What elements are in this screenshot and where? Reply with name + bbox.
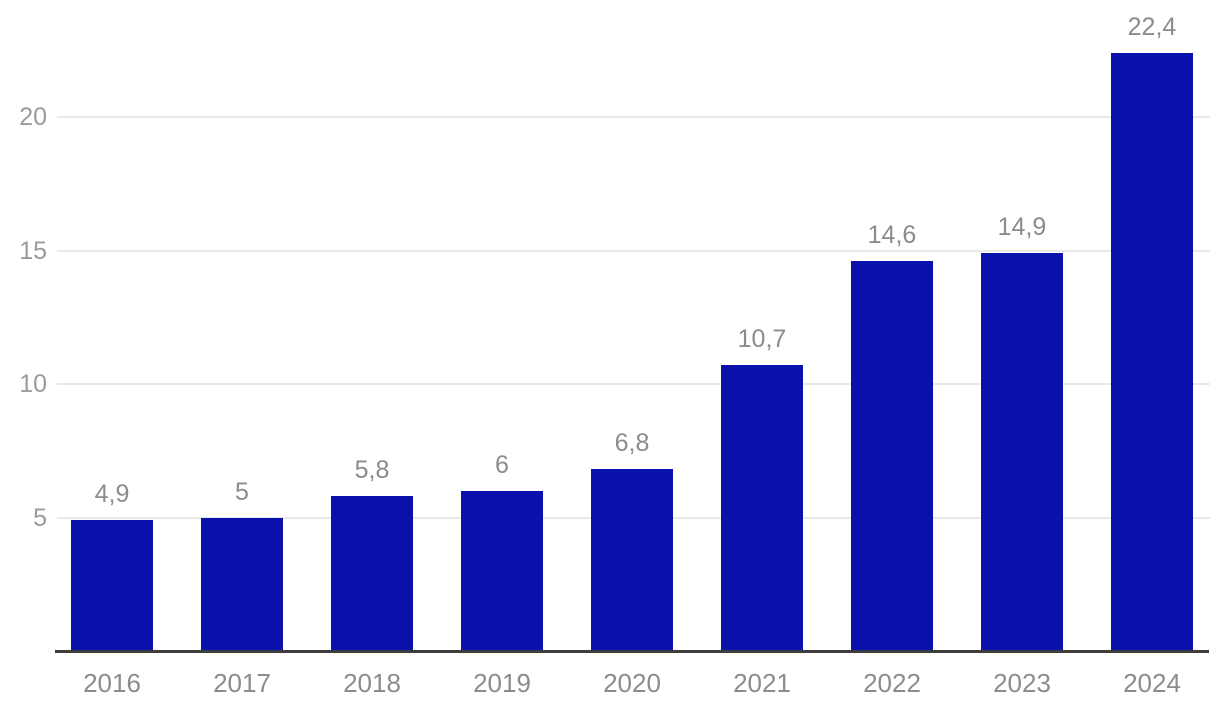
bar-2018 [331, 496, 413, 651]
gridline-15 [57, 249, 1210, 252]
x-axis-line [55, 650, 1209, 653]
y-tick-label: 5 [33, 503, 47, 532]
bar-value-label: 10,7 [737, 325, 787, 354]
x-axis-label: 2017 [213, 668, 271, 698]
x-axis-label: 2016 [83, 668, 141, 698]
gridline-20 [57, 116, 1210, 118]
x-axis-label: 2019 [473, 668, 531, 698]
bar-2022 [851, 261, 933, 651]
y-tick-label: 15 [19, 236, 47, 265]
x-axis-label: 2024 [1123, 668, 1181, 698]
bar-value-label: 6 [495, 450, 509, 479]
bar-value-label: 6,8 [614, 429, 650, 458]
bar-2019 [461, 490, 543, 651]
y-tick-label: 10 [19, 370, 47, 398]
bar-2020 [591, 469, 673, 651]
x-axis-label: 2020 [603, 668, 661, 698]
bar-value-label: 4,9 [94, 480, 130, 509]
bar-value-label: 22,4 [1127, 12, 1177, 41]
y-tick-label: 20 [19, 103, 47, 131]
bar-value-label: 14,9 [997, 213, 1047, 242]
x-axis-label: 2021 [733, 668, 791, 698]
x-axis-label: 2023 [993, 668, 1051, 698]
gridline-10 [57, 383, 1210, 385]
x-axis-label: 2018 [343, 668, 401, 698]
bar-2017 [201, 517, 283, 651]
x-axis-label: 2022 [863, 668, 921, 698]
bar-value-label: 14,6 [867, 221, 917, 250]
bar-2024 [1111, 52, 1193, 651]
bar-2023 [981, 253, 1063, 651]
bar-value-label: 5 [235, 477, 249, 506]
bar-value-label: 5,8 [354, 456, 390, 485]
bar-2016 [71, 520, 153, 651]
bar-2021 [721, 365, 803, 651]
